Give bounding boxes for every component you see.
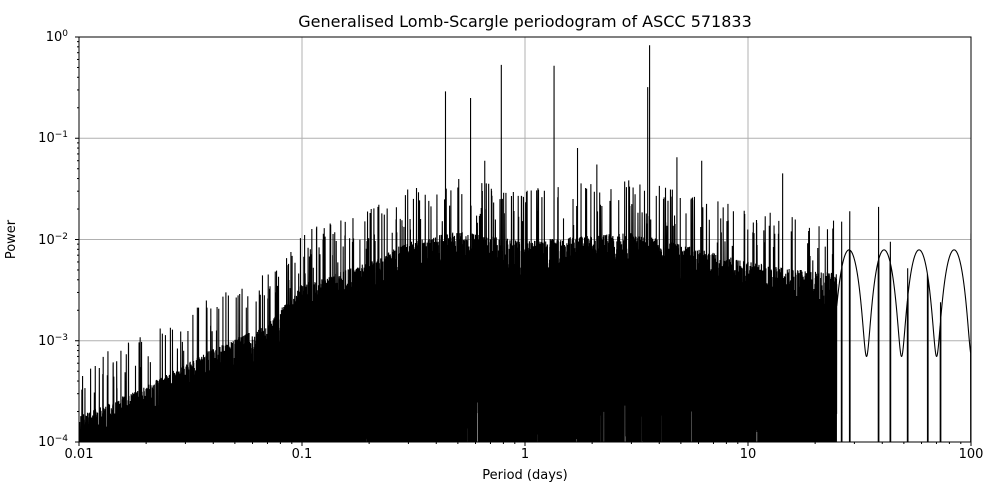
y-tick-label: 10−1 — [38, 129, 68, 147]
x-tick-label: 0.1 — [291, 447, 313, 462]
x-tick-label: 0.01 — [64, 447, 94, 462]
x-tick-label: 1 — [520, 447, 530, 462]
y-tick-label: 10−3 — [38, 332, 68, 350]
y-tick-label: 10−2 — [38, 231, 68, 249]
x-tick-label: 10 — [739, 447, 757, 462]
y-tick-label: 10−4 — [38, 433, 68, 451]
x-axis-label: Period (days) — [482, 468, 568, 483]
periodogram-line — [79, 45, 971, 442]
y-tick-label: 100 — [45, 28, 68, 46]
x-tick-label: 100 — [958, 447, 984, 462]
y-axis-label: Power — [4, 219, 20, 260]
chart-title: Generalised Lomb-Scargle periodogram of … — [298, 12, 752, 31]
